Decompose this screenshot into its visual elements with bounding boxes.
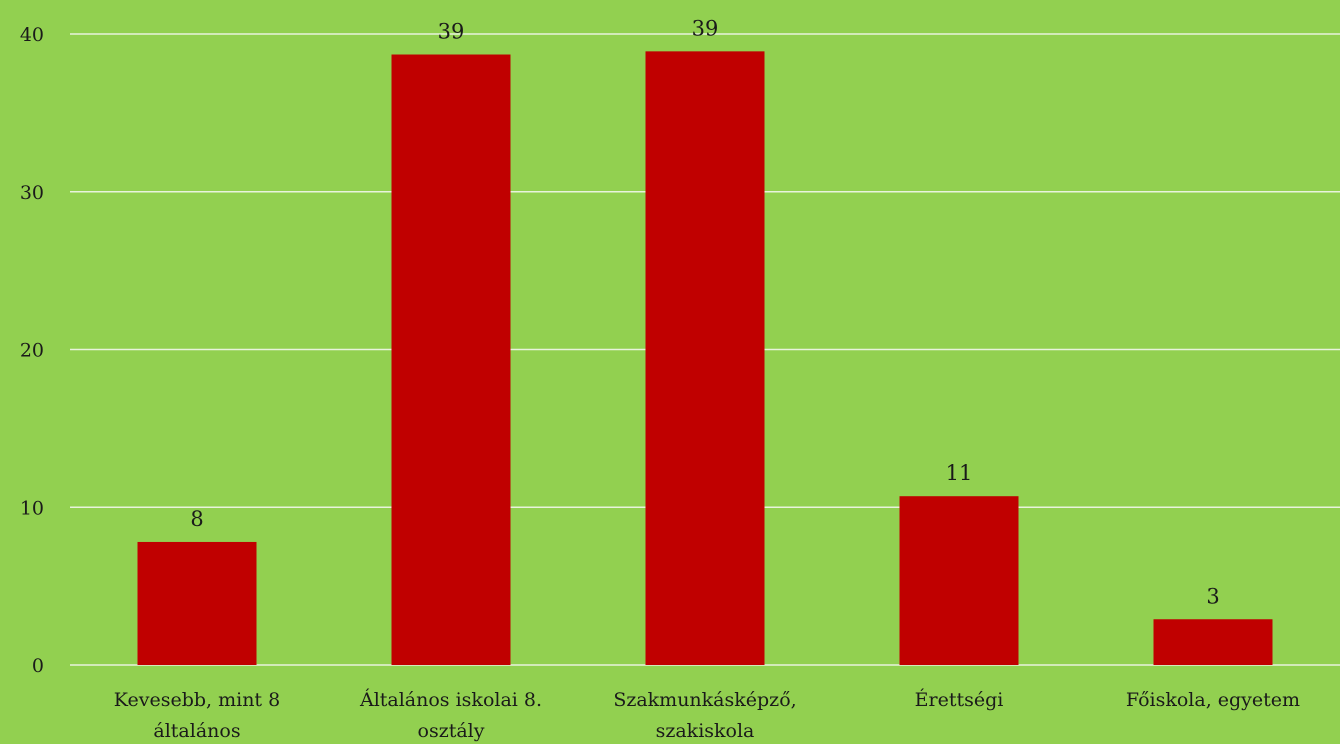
data-label: 39: [438, 20, 465, 44]
bar: [1153, 619, 1273, 665]
bar: [391, 54, 511, 665]
category-label: szakiskola: [656, 720, 755, 742]
bar: [645, 51, 765, 666]
category-label: osztály: [418, 720, 485, 742]
bar: [899, 496, 1019, 665]
y-axis-ticks: 0 10 20 30 40: [20, 24, 44, 677]
category-label: Érettségi: [915, 688, 1004, 711]
y-tick-label: 40: [20, 24, 44, 46]
data-label: 11: [946, 461, 973, 485]
y-tick-label: 30: [20, 182, 44, 204]
category-label: Kevesebb, mint 8: [114, 689, 280, 711]
data-label: 8: [190, 507, 203, 531]
data-labels: 8 39 39 11 3: [190, 16, 1219, 608]
category-label: Főiskola, egyetem: [1126, 689, 1300, 711]
category-labels: Kevesebb, mint 8 általános Általános iskol…: [114, 688, 1300, 742]
category-label: Általános iskolai 8.: [359, 688, 542, 711]
y-tick-label: 0: [32, 655, 44, 677]
y-tick-label: 20: [20, 340, 44, 362]
bar: [137, 541, 257, 665]
data-label: 39: [692, 16, 719, 40]
y-tick-label: 10: [20, 497, 44, 519]
category-label: Szakmunkásképző,: [613, 689, 796, 711]
bars: [137, 51, 1273, 666]
category-label: általános: [153, 720, 240, 742]
data-label: 3: [1206, 584, 1219, 608]
